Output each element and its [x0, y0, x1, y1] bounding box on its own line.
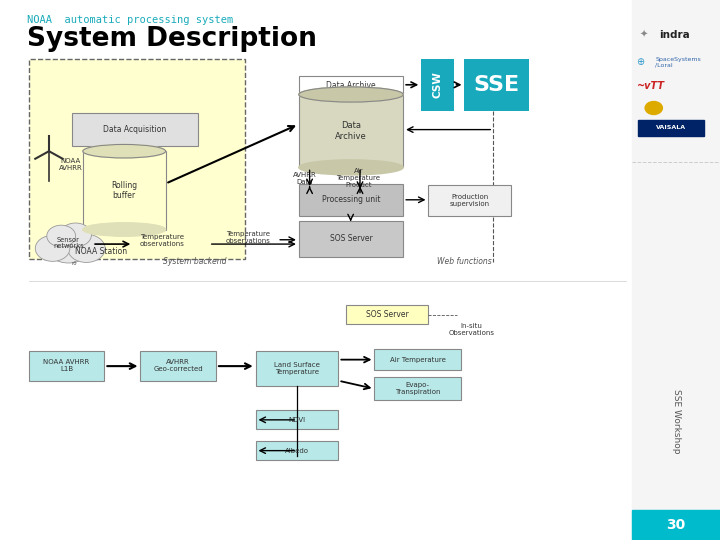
- Text: SOS Server: SOS Server: [366, 310, 408, 319]
- Text: Data Acquisition: Data Acquisition: [104, 125, 166, 134]
- Ellipse shape: [83, 222, 166, 237]
- Text: Data Archive: Data Archive: [326, 80, 376, 90]
- Text: CSW: CSW: [433, 72, 442, 98]
- Text: NOAA
AVHRR: NOAA AVHRR: [59, 158, 82, 171]
- FancyBboxPatch shape: [29, 59, 245, 259]
- Bar: [638, 120, 704, 136]
- FancyBboxPatch shape: [299, 221, 403, 256]
- Text: ⊕: ⊕: [636, 57, 644, 67]
- Text: Temperature
observations: Temperature observations: [140, 234, 184, 247]
- Text: rθ: rθ: [71, 261, 77, 266]
- Text: SSE Workshop: SSE Workshop: [672, 389, 680, 454]
- FancyBboxPatch shape: [428, 185, 511, 216]
- Ellipse shape: [83, 144, 166, 158]
- Text: Evapo-
Transpiration: Evapo- Transpiration: [395, 382, 441, 395]
- FancyBboxPatch shape: [374, 349, 461, 370]
- Circle shape: [645, 102, 662, 114]
- FancyBboxPatch shape: [299, 76, 403, 94]
- Text: Air Temperature: Air Temperature: [390, 356, 446, 363]
- Text: Production
supervision: Production supervision: [450, 194, 490, 207]
- Ellipse shape: [299, 160, 403, 175]
- Text: Data
Archive: Data Archive: [335, 122, 367, 140]
- FancyBboxPatch shape: [140, 351, 216, 381]
- FancyBboxPatch shape: [374, 377, 461, 400]
- Text: SOS Server: SOS Server: [330, 234, 372, 244]
- Text: Processing unit: Processing unit: [322, 195, 380, 204]
- Text: System Description: System Description: [27, 26, 318, 52]
- Bar: [632, 0, 720, 540]
- Circle shape: [60, 223, 91, 247]
- Text: Sensor
networks: Sensor networks: [53, 237, 84, 249]
- Text: Land Surface
Temperature: Land Surface Temperature: [274, 362, 320, 375]
- Text: NOAA AVHRR
L1B: NOAA AVHRR L1B: [43, 359, 90, 373]
- FancyBboxPatch shape: [421, 59, 454, 111]
- Text: SSE: SSE: [474, 75, 520, 95]
- Text: In-situ
Observations: In-situ Observations: [449, 323, 495, 336]
- FancyBboxPatch shape: [256, 441, 338, 460]
- Text: Temperature
observations: Temperature observations: [226, 231, 271, 244]
- FancyBboxPatch shape: [256, 351, 338, 386]
- FancyBboxPatch shape: [83, 151, 166, 230]
- FancyBboxPatch shape: [29, 351, 104, 381]
- Text: Web functions: Web functions: [437, 258, 492, 266]
- Circle shape: [35, 235, 70, 261]
- Text: SpaceSystems
/Loral: SpaceSystems /Loral: [655, 57, 701, 68]
- Circle shape: [45, 228, 91, 263]
- Text: NOAA  automatic processing system: NOAA automatic processing system: [27, 15, 233, 25]
- Text: Rolling
buffer: Rolling buffer: [111, 181, 138, 200]
- FancyBboxPatch shape: [346, 305, 428, 324]
- Text: Albedo: Albedo: [285, 448, 309, 454]
- Text: indra: indra: [659, 30, 690, 40]
- Text: VAISALA: VAISALA: [656, 125, 686, 131]
- FancyBboxPatch shape: [464, 59, 529, 111]
- Text: NDVI: NDVI: [289, 417, 305, 423]
- FancyBboxPatch shape: [299, 94, 403, 167]
- Circle shape: [68, 234, 105, 262]
- FancyBboxPatch shape: [256, 410, 338, 429]
- FancyBboxPatch shape: [299, 184, 403, 216]
- Text: NOAA Station: NOAA Station: [75, 247, 127, 255]
- Text: 30: 30: [667, 518, 685, 532]
- Text: ✦: ✦: [639, 30, 647, 40]
- Text: System backend: System backend: [163, 258, 226, 266]
- Text: ~vTT: ~vTT: [637, 82, 665, 91]
- Circle shape: [47, 225, 76, 247]
- Text: Air
Temperature
Product: Air Temperature Product: [336, 168, 381, 188]
- Ellipse shape: [299, 87, 403, 102]
- Bar: [632, 510, 720, 540]
- Text: AVHRR
Geo-corrected: AVHRR Geo-corrected: [153, 359, 203, 373]
- FancyBboxPatch shape: [72, 113, 198, 146]
- Text: AVHRR
Data: AVHRR Data: [293, 172, 316, 185]
